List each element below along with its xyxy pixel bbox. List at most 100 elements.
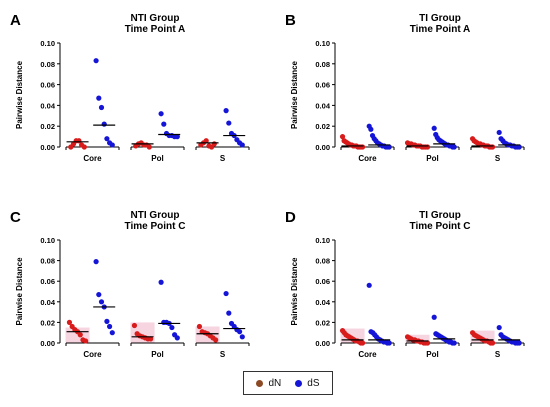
panel-a-ytick-label: 0.08 [40, 60, 55, 69]
panel-a-xtick-label: S [220, 154, 226, 163]
panel-c-title-line: Time Point C [125, 221, 186, 232]
panel-a-ds-point [96, 95, 102, 101]
panel-b-ytick-label: 0.06 [315, 81, 330, 90]
panel-c-ds-point [226, 310, 232, 316]
panel-d-ds-point [431, 314, 437, 320]
panel-c-ytick-label: 0.04 [40, 298, 55, 307]
panel-c-dn-point [83, 338, 89, 344]
panel-c-xtick-label: Pol [151, 350, 163, 359]
panel-a-letter: A [10, 12, 21, 29]
panel-d-ds-point [496, 324, 502, 331]
panel-d-xtick-label: S [495, 350, 501, 359]
panel-b-xtick-label: S [495, 154, 501, 163]
panel-b-ytick-label: 0.04 [315, 101, 330, 110]
panel-a-ds-point [223, 108, 229, 114]
panel-d-dn-point [489, 340, 496, 346]
panel-a-ds-point [239, 142, 245, 148]
panel-b-title-line: TI Group [419, 13, 461, 24]
panel-d-title-line: TI Group [419, 210, 461, 221]
panel-b-ds-point [516, 144, 522, 150]
panel-c-ds-point [109, 330, 115, 336]
panel-a-title-line: Time Point A [125, 24, 186, 35]
panel-a-dn-point [146, 144, 152, 150]
panel-c-dn-point [213, 337, 219, 343]
legend-item-dn: dN [256, 378, 281, 389]
panel-a-ds-point [161, 121, 167, 127]
panel-b-ds-point [368, 126, 374, 132]
panel-d-title-line: Time Point C [410, 221, 471, 232]
panel-b-ylabel: Pairwise Distance [290, 60, 299, 129]
panel-b-ytick-label: 0.02 [315, 122, 330, 131]
panel-c-ds-point [104, 318, 110, 324]
panel-d-ytick-label: 0.06 [315, 277, 330, 286]
panel-d-ds-point [451, 340, 457, 346]
panel-d-ds-point [366, 282, 372, 288]
panel-d-ytick-label: 0.10 [315, 236, 330, 245]
panel-b-ds-point [431, 125, 437, 131]
legend-dn-marker [256, 379, 264, 387]
panel-d-letter: D [285, 209, 296, 226]
panel-d-xtick-label: Core [358, 350, 377, 359]
panel-c-dn-point [77, 332, 83, 338]
panel-c-title-line: NTI Group [131, 210, 180, 221]
panel-b-xtick-label: Pol [426, 154, 438, 163]
panel-c-ds-point [107, 323, 113, 330]
panel-c-ytick-label: 0.10 [40, 236, 55, 245]
panel-a-ylabel: Pairwise Distance [15, 60, 24, 129]
panel-b-dn-point [339, 134, 346, 140]
panel-c-ds-point [237, 329, 243, 335]
panel-d-ds-point [386, 340, 392, 346]
legend: dN dS [243, 371, 333, 395]
panel-b-ds-point [451, 144, 457, 150]
panel-a-ytick-label: 0.04 [40, 101, 55, 110]
panel-b-ytick-label: 0.08 [315, 60, 330, 69]
legend-ds-marker [295, 379, 303, 387]
panel-c-ds-point [239, 334, 245, 340]
panel-a-ds-point [93, 58, 99, 64]
panel-d-dn-point [424, 340, 431, 346]
panel-c-ds-point [223, 290, 229, 297]
panel-c-ds-point [158, 279, 164, 285]
panel-d-dn-point [359, 340, 366, 346]
panel-d-ytick-label: 0.08 [315, 257, 330, 266]
panel-b-ytick-label: 0.00 [315, 143, 330, 152]
panel-c-ds-point [93, 259, 99, 265]
legend-item-ds: dS [295, 378, 320, 389]
panel-a-xtick-label: Core [83, 154, 102, 163]
panel-d-ylabel: Pairwise Distance [290, 257, 299, 326]
panel-a-ytick-label: 0.06 [40, 81, 55, 90]
panel-c-ds-point [174, 335, 180, 341]
panel-a-dn-point [81, 144, 87, 150]
panel-a-ds-point [174, 134, 180, 140]
panel-b-ds-point [386, 144, 392, 150]
panel-a-ds-point [101, 121, 107, 127]
panel-c-xtick-label: Core [83, 350, 102, 359]
panel-a-xtick-label: Pol [151, 154, 163, 163]
panel-b-title-line: Time Point A [410, 24, 471, 35]
panel-c-xtick-label: S [220, 350, 226, 359]
panel-c-ytick-label: 0.08 [40, 257, 55, 266]
panel-c-dn-point [131, 322, 138, 329]
panel-d-ytick-label: 0.04 [315, 298, 330, 307]
panel-d-ds-point [516, 340, 522, 346]
panel-b-dn-point [424, 144, 431, 150]
legend-dn-label: dN [268, 377, 282, 389]
panel-a-ytick-label: 0.00 [40, 143, 55, 152]
panel-b-dn-point [359, 144, 366, 150]
panel-a-dn-point [211, 141, 217, 147]
panel-c-ytick-label: 0.02 [40, 318, 55, 327]
panel-b-xtick-label: Core [358, 154, 377, 163]
panel-c-ds-point [98, 299, 105, 305]
panel-a-ytick-label: 0.02 [40, 122, 55, 131]
panel-d-ytick-label: 0.02 [315, 318, 330, 327]
panel-d-ytick-label: 0.00 [315, 339, 330, 348]
panel-a-title-line: NTI Group [131, 13, 180, 24]
panel-a-ytick-label: 0.10 [40, 39, 55, 48]
panel-c-ytick-label: 0.00 [40, 339, 55, 348]
panel-a-ds-point [98, 104, 105, 111]
panel-d-xtick-label: Pol [426, 350, 438, 359]
panel-a-ds-point [226, 120, 232, 126]
panel-a-ds-point [158, 111, 164, 117]
panel-c-letter: C [10, 209, 21, 226]
